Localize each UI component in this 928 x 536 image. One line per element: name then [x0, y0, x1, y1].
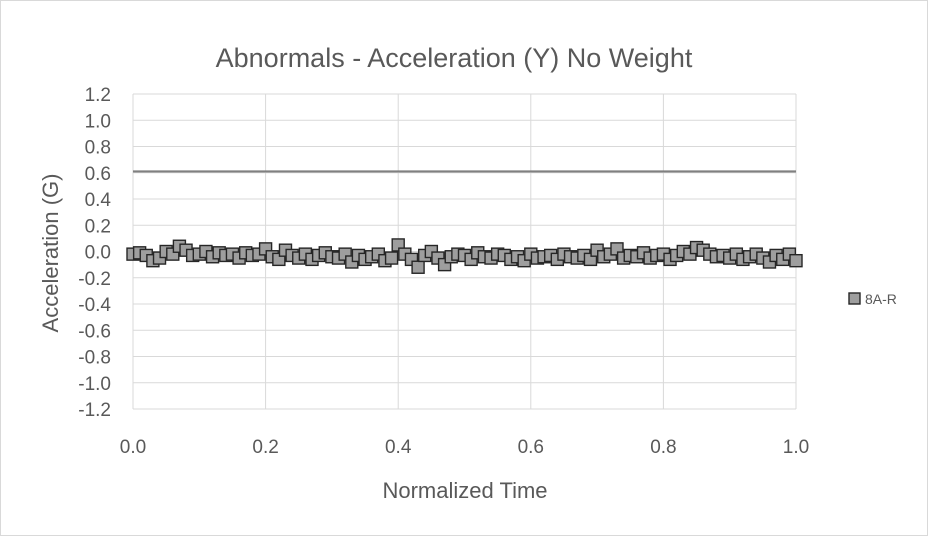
y-tick-label: -1.0	[78, 374, 111, 395]
x-tick-label: 0.6	[518, 437, 544, 458]
x-tick-label: 0.2	[252, 437, 278, 458]
y-tick-label: 0.0	[85, 243, 111, 264]
y-axis-title: Acceleration (G)	[38, 174, 63, 333]
x-tick-label: 0.0	[120, 437, 146, 458]
legend: 8A-R	[848, 291, 897, 307]
x-tick-labels: 0.0 0.2 0.4 0.6 0.8 1.0	[120, 437, 809, 458]
series-8a-r-markers	[126, 238, 803, 274]
chart-title: Abnormals - Acceleration (Y) No Weight	[216, 43, 693, 73]
y-tick-label: 0.8	[85, 138, 111, 159]
y-tick-label: -0.4	[78, 295, 111, 316]
y-tick-label: -0.2	[78, 269, 111, 290]
y-tick-label: -1.2	[78, 400, 111, 421]
y-tick-label: 0.2	[85, 216, 111, 237]
x-tick-label: 1.0	[783, 437, 809, 458]
data-point	[789, 253, 803, 268]
legend-swatch-8a-r	[848, 292, 861, 305]
y-tick-label: 0.6	[85, 164, 111, 185]
x-tick-label: 0.8	[650, 437, 676, 458]
x-tick-label: 0.4	[385, 437, 412, 458]
data-point	[384, 251, 399, 265]
data-point	[411, 260, 425, 274]
y-tick-label: 0.4	[85, 190, 112, 211]
y-tick-label: 1.0	[85, 111, 111, 132]
legend-label-8a-r: 8A-R	[865, 291, 897, 307]
y-tick-label: -0.6	[78, 321, 111, 342]
y-tick-label: -0.8	[78, 348, 111, 369]
y-tick-label: 1.2	[85, 85, 111, 106]
y-tick-labels: 1.2 1.0 0.8 0.6 0.4 0.2 0.0 -0.2 -0.4 -0.6 -0.8 -1.…	[78, 85, 111, 421]
x-axis-title: Normalized Time	[382, 478, 547, 503]
